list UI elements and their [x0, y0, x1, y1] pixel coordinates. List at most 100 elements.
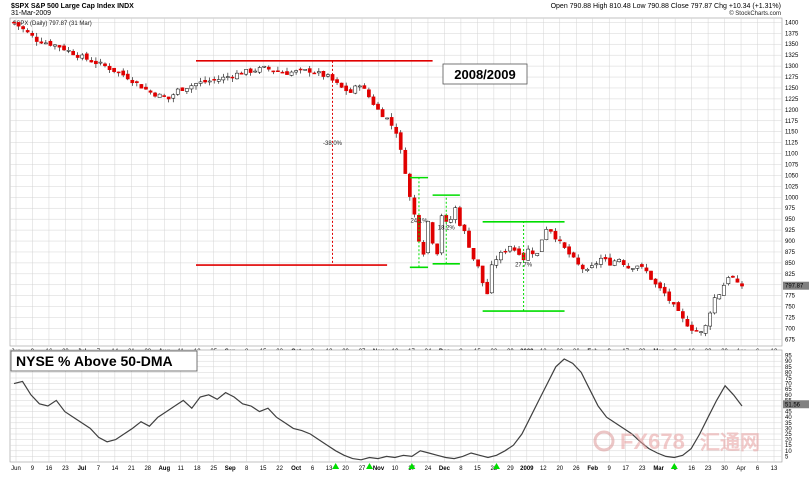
candle-down — [549, 229, 553, 232]
candle-down — [248, 68, 253, 73]
candle-down — [412, 197, 417, 215]
candle-down — [458, 207, 462, 226]
candle-down — [335, 79, 339, 83]
candle-up — [189, 85, 194, 90]
price-tick-label: 1175 — [785, 119, 799, 125]
candle-down — [271, 70, 276, 73]
price-title-box: 2008/2009 — [442, 63, 528, 85]
price-tick-label: 1025 — [785, 184, 799, 190]
breadth-x-label: 7 — [97, 466, 101, 472]
candle-down — [239, 72, 244, 75]
candle-up — [708, 312, 712, 327]
candle-up — [157, 93, 162, 98]
breadth-marker-arrow — [332, 463, 340, 469]
breadth-tick-label: 30 — [785, 426, 792, 432]
bounce-label: 24.1% — [410, 218, 428, 224]
candle-down — [48, 40, 53, 46]
breadth-x-label: Nov — [373, 466, 385, 472]
breadth-tick-label: 90 — [785, 359, 792, 365]
candle-down — [731, 275, 735, 278]
breadth-series-line — [13, 358, 743, 461]
breadth-x-label: 22 — [276, 466, 283, 472]
candle-down — [30, 32, 35, 36]
breadth-x-label: 23 — [639, 466, 646, 472]
candle-down — [403, 149, 408, 174]
candle-up — [353, 85, 358, 94]
candle-down — [408, 173, 412, 197]
candle-down — [203, 79, 207, 83]
watermark-chinese: 汇通网 — [700, 431, 760, 454]
breadth-x-label: 21 — [128, 466, 135, 472]
breadth-tick-label: 40 — [785, 415, 792, 421]
price-tick-label: 775 — [785, 294, 796, 300]
candle-down — [517, 248, 521, 255]
candle-down — [685, 319, 690, 327]
breadth-x-label: 16 — [46, 466, 53, 472]
candle-up — [594, 263, 599, 266]
symbol-line: $SPX S&P 500 Large Cap Index INDX — [11, 3, 134, 10]
breadth-x-label: Jul — [78, 466, 87, 472]
price-tick-label: 1275 — [785, 75, 799, 81]
candle-up — [699, 331, 703, 333]
candle-down — [280, 71, 285, 74]
candle-up — [198, 81, 203, 84]
candle-down — [148, 90, 153, 93]
price-tick-label: 725 — [785, 316, 796, 322]
breadth-x-label: 13 — [771, 466, 778, 472]
candle-down — [162, 95, 167, 97]
candle-down — [84, 53, 89, 60]
candle-down — [735, 278, 740, 283]
candle-down — [485, 281, 490, 295]
candle-down — [139, 84, 144, 89]
candle-up — [535, 253, 540, 256]
breadth-tick-label: 10 — [785, 449, 792, 455]
price-tick-label: 850 — [785, 261, 796, 267]
price-tick-label: 1325 — [785, 53, 799, 59]
candle-up — [221, 76, 226, 81]
candle-up — [175, 88, 180, 95]
price-tick-label: 1200 — [785, 108, 799, 114]
price-tick-label: 825 — [785, 272, 796, 278]
candle-down — [576, 257, 581, 265]
price-tick-label: 1000 — [785, 195, 799, 201]
last-value-badge — [783, 281, 809, 290]
breadth-x-label: 20 — [556, 466, 563, 472]
breadth-tick-label: 15 — [785, 443, 792, 449]
candle-down — [512, 247, 517, 251]
candle-down — [57, 45, 62, 48]
breadth-x-label: 16 — [688, 466, 695, 472]
breadth-x-label: 6 — [756, 466, 760, 472]
candle-down — [435, 243, 439, 255]
candle-up — [717, 294, 722, 300]
candle-down — [348, 89, 353, 93]
breadth-tick-label: 70 — [785, 382, 792, 388]
breadth-x-label: Feb — [587, 466, 598, 472]
annotations: -38.0% 24.1% 18.2% 27.7% — [196, 60, 565, 312]
breadth-x-label: 10 — [392, 466, 399, 472]
candle-up — [185, 88, 189, 92]
breadth-title-box: NYSE % Above 50-DMA — [10, 350, 198, 372]
candle-up — [617, 259, 621, 263]
breadth-tick-label: 5 — [785, 454, 789, 460]
candle-down — [671, 302, 676, 305]
candle-up — [253, 70, 258, 73]
candle-up — [294, 70, 298, 73]
candle-down — [667, 291, 672, 301]
candle-down — [166, 96, 171, 100]
candle-down — [312, 72, 317, 75]
bounce-label: 27.7% — [515, 262, 533, 268]
candle-up — [630, 268, 635, 270]
candle-down — [626, 265, 631, 269]
breadth-x-label: 20 — [342, 466, 349, 472]
breadth-x-label: Aug — [158, 466, 170, 472]
candle-down — [653, 278, 658, 285]
candle-down — [62, 45, 66, 51]
candle-down — [649, 270, 653, 280]
candle-down — [144, 86, 148, 90]
candle-down — [503, 250, 508, 253]
candle-up — [439, 215, 444, 254]
candle-up — [257, 67, 262, 73]
bounce-label: 18.2% — [438, 225, 456, 231]
price-tick-label: 675 — [785, 337, 796, 343]
